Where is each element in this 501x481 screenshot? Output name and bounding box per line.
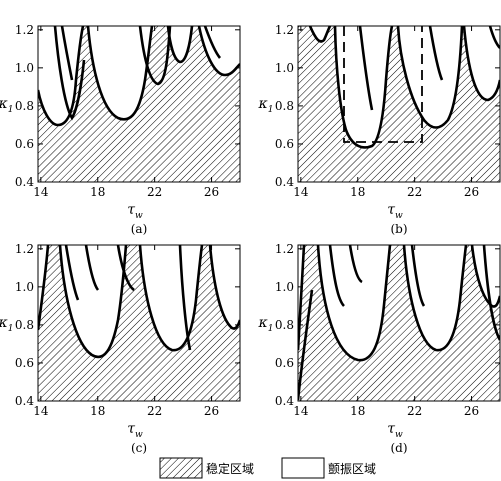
stable-region-b — [298, 26, 500, 182]
legend-swatch-chatter — [281, 457, 325, 479]
legend-label-stable: 稳定区域 — [206, 461, 254, 476]
x-axis-label-a: τw — [127, 202, 143, 221]
lobe-curves-d — [298, 245, 500, 401]
y-tick-label-a: 1.2 — [15, 23, 34, 37]
panel-caption-a: (a) — [131, 222, 148, 236]
legend-swatch-stable — [159, 457, 203, 479]
y-axis-label-c: κ1 — [0, 315, 13, 334]
x-axis-label-c: τw — [127, 421, 143, 440]
y-tick-label-b: 0.8 — [275, 99, 294, 113]
x-tick-label-c: 18 — [90, 404, 105, 418]
y-tick-label-b: 0.4 — [275, 175, 294, 189]
axis-ticks: 141822260.40.60.81.01.2κ1τw(a)141822260.… — [0, 23, 500, 455]
panel-caption-d: (d) — [390, 441, 407, 455]
y-tick-label-a: 0.6 — [15, 137, 34, 151]
x-tick-label-c: 22 — [147, 404, 162, 418]
y-tick-label-b: 1.0 — [275, 61, 294, 75]
y-tick-label-c: 0.6 — [15, 356, 34, 370]
y-tick-label-c: 1.2 — [15, 242, 34, 256]
y-tick-label-a: 0.8 — [15, 99, 34, 113]
y-tick-label-c: 0.4 — [15, 394, 34, 408]
axes-c: 14 18 22 26 0.4 0.6 0.8 1.0 1.2 κ1 τw(c) — [0, 242, 240, 455]
y-tick-label-c: 0.8 — [15, 318, 34, 332]
panel-c — [37, 244, 241, 402]
y-tick-label-d: 0.8 — [275, 318, 294, 332]
x-tick-label-d: 18 — [350, 404, 365, 418]
x-tick-label-a: 26 — [204, 185, 219, 199]
x-axis-label-b: τw — [387, 202, 403, 221]
plot-frame-d — [297, 244, 501, 402]
x-tick-label-a: 18 — [90, 185, 105, 199]
panel-b — [297, 25, 501, 183]
y-axis-label-d: κ1 — [258, 315, 274, 334]
y-tick-label-c: 1.0 — [15, 280, 34, 294]
panel-d — [297, 244, 501, 402]
axes-a: 14 18 22 26 0.4 0.6 0.8 1.0 1.2 κ1 τw(a) — [0, 23, 240, 236]
legend: 稳定区域 颤振区域 — [159, 457, 376, 479]
axes-b: 14 18 22 26 0.4 0.6 0.8 1.0 1.2 κ1 τw(b) — [258, 23, 500, 236]
x-tick-label-a: 14 — [33, 185, 49, 199]
panel-caption-b: (b) — [390, 222, 407, 236]
y-tick-label-d: 1.0 — [275, 280, 294, 294]
x-tick-label-d: 26 — [464, 404, 479, 418]
panel-caption-c: (c) — [131, 441, 147, 455]
lobe-curves-a — [38, 26, 240, 127]
y-axis-label-b: κ1 — [258, 96, 274, 115]
y-tick-label-d: 0.6 — [275, 356, 294, 370]
x-tick-label-b: 26 — [464, 185, 479, 199]
legend-label-chatter: 颤振区域 — [328, 462, 376, 476]
x-tick-label-b: 22 — [407, 185, 422, 199]
x-tick-label-c: 14 — [33, 404, 49, 418]
panel-a — [37, 25, 241, 183]
y-tick-label-d: 1.2 — [275, 242, 294, 256]
y-tick-label-b: 1.2 — [275, 23, 294, 37]
x-tick-label-a: 22 — [147, 185, 162, 199]
x-tick-label-b: 18 — [350, 185, 365, 199]
lobe-curves-b — [308, 26, 500, 149]
x-tick-label-d: 22 — [407, 404, 422, 418]
y-tick-label-a: 0.4 — [15, 175, 34, 189]
plot-frame-c — [37, 244, 241, 402]
y-tick-label-a: 1.0 — [15, 61, 34, 75]
lobe-curves-c — [38, 245, 240, 359]
stable-region-a — [38, 26, 240, 182]
x-tick-label-c: 26 — [204, 404, 219, 418]
y-tick-label-b: 0.6 — [275, 137, 294, 151]
stable-region-c — [38, 245, 240, 401]
x-tick-label-d: 14 — [293, 404, 309, 418]
stable-region-d — [298, 245, 500, 401]
plot-frame-a — [37, 25, 241, 183]
y-axis-label-a: κ1 — [0, 96, 13, 115]
x-axis-label-d: τw — [387, 421, 403, 440]
dashed-highlight-box-b — [343, 26, 423, 143]
plot-frame-b — [297, 25, 501, 183]
y-tick-label-d: 0.4 — [275, 394, 294, 408]
x-tick-label-b: 14 — [293, 185, 309, 199]
